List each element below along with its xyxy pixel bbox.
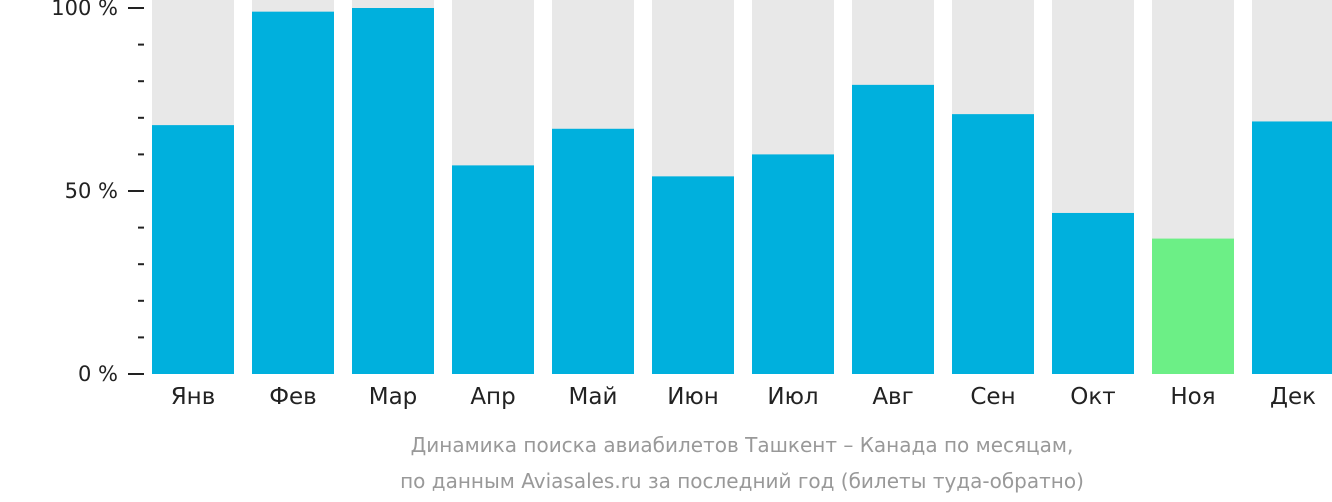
bar-1 [252, 11, 334, 374]
y-axis: 0 % 50 % 100 % [51, 0, 144, 386]
x-tick-label-10: Ноя [1170, 384, 1215, 410]
x-tick-label-9: Окт [1070, 384, 1115, 410]
bar-4 [552, 128, 634, 374]
y-tick-label-0: 0 % [78, 362, 118, 386]
bar-9 [1052, 212, 1134, 374]
x-tick-label-0: Янв [171, 384, 216, 410]
y-tick-label-2: 100 % [51, 0, 118, 20]
y-tick-label-1: 50 % [65, 179, 118, 203]
x-tick-label-6: Июл [767, 384, 818, 410]
bar-3 [452, 165, 534, 374]
x-tick-label-3: Апр [470, 384, 515, 410]
x-axis-labels: Янв Фев Мар Апр Май Июн Июл Авг Сен Окт Ноя Дек [171, 384, 1316, 410]
bar-2 [352, 8, 434, 374]
bar-5 [652, 176, 734, 374]
bar-10 [1152, 238, 1234, 374]
x-tick-label-1: Фев [269, 384, 317, 410]
bars [152, 8, 1332, 375]
x-tick-label-4: Май [569, 384, 618, 410]
x-tick-label-7: Авг [872, 384, 913, 410]
bar-7 [852, 84, 934, 375]
bar-11 [1252, 121, 1332, 375]
caption-line-2: по данным Aviasales.ru за последний год … [400, 469, 1084, 493]
caption-line-1: Динамика поиска авиабилетов Ташкент – Ка… [411, 433, 1074, 457]
x-tick-label-11: Дек [1270, 384, 1316, 410]
bar-6 [752, 154, 834, 374]
x-tick-label-2: Мар [369, 384, 418, 410]
x-tick-label-8: Сен [970, 384, 1015, 410]
bar-0 [152, 125, 234, 375]
bar-8 [952, 114, 1034, 374]
x-tick-label-5: Июн [667, 384, 719, 410]
